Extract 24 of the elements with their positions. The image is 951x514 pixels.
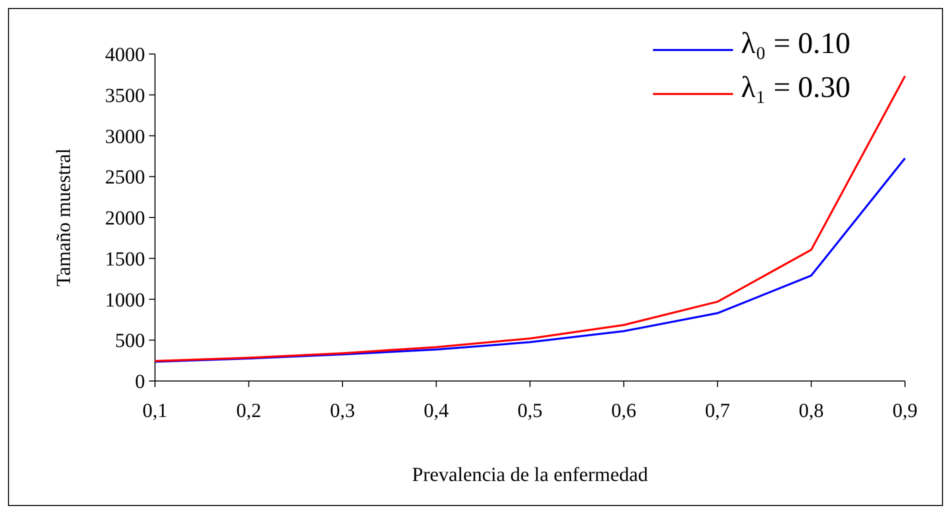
y-tick-label: 1500 [105, 248, 145, 270]
x-tick-label: 0,4 [424, 400, 449, 422]
x-tick-label: 0,7 [705, 400, 730, 422]
line-series [154, 157, 906, 363]
y-tick-label: 500 [115, 330, 145, 352]
x-tick-label: 0,2 [236, 400, 262, 422]
y-axis-title: Tamaño muestral [53, 148, 75, 286]
x-tick-label: 0,1 [142, 400, 168, 422]
line-series [154, 75, 906, 362]
y-tick-label: 2000 [105, 208, 145, 230]
y-tick-label: 2500 [105, 166, 145, 189]
legend-label: λ₁ = 0.30 [741, 71, 850, 104]
y-tick-label: 3500 [105, 84, 145, 107]
y-tick-label: 3000 [105, 126, 145, 148]
y-tick-label: 1000 [105, 289, 145, 312]
x-tick-label: 0,9 [892, 400, 918, 422]
x-axis-title: Prevalencia de la enfermedad [412, 464, 648, 486]
x-tick-label: 0,6 [611, 400, 636, 422]
y-tick-label: 0 [135, 371, 145, 393]
x-tick-label: 0,5 [518, 400, 542, 422]
y-tick-label: 4000 [105, 44, 145, 66]
x-tick-label: 0,3 [330, 400, 355, 422]
x-tick-label: 0,8 [798, 400, 824, 422]
legend-label: λ₀ = 0.10 [741, 27, 850, 60]
